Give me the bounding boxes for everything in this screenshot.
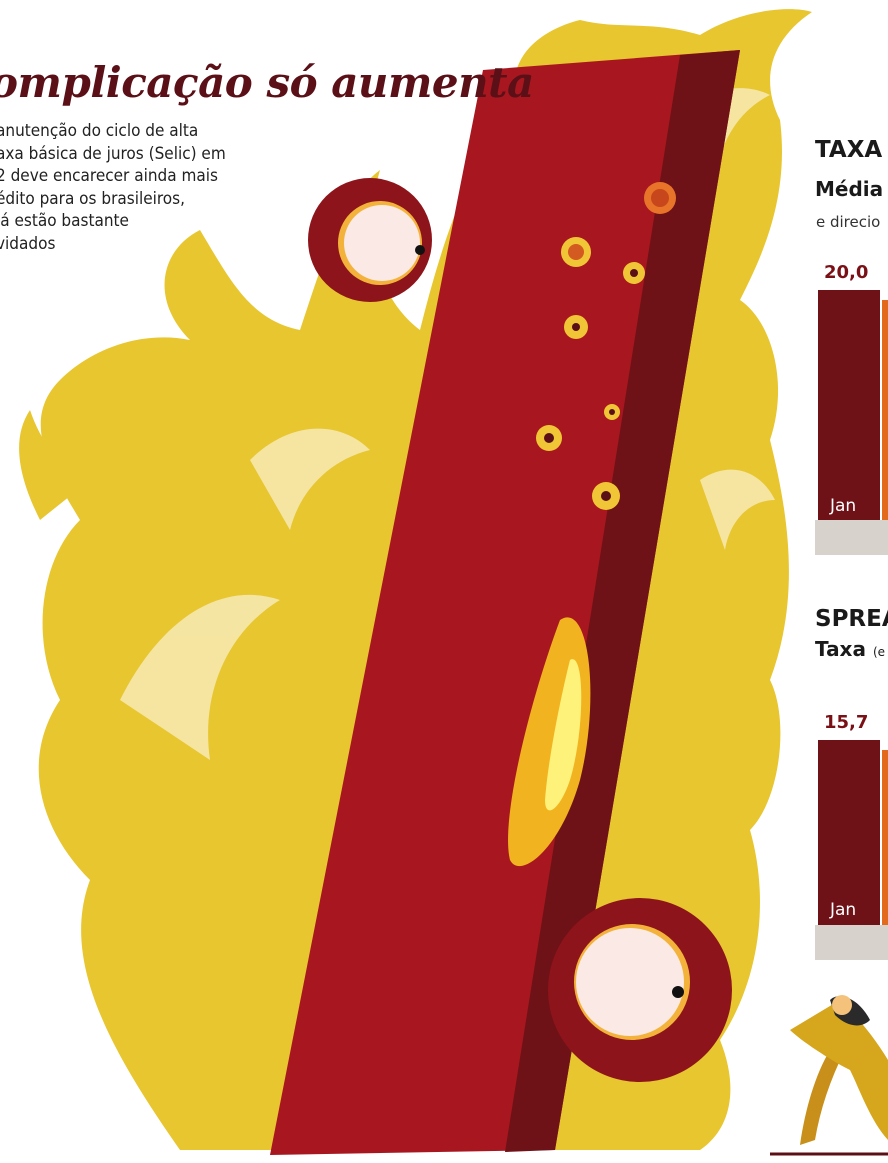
lead-line: axa básica de juros (Selic) em [0, 143, 226, 164]
percent-sign-illustration [270, 50, 740, 1155]
chart-subtitle-taxa: Média [815, 177, 884, 201]
chart-title-taxa: TAXA [815, 137, 883, 163]
axis-band [815, 520, 888, 555]
chart-note-taxa: e direcio [816, 213, 881, 231]
tick-label: Jan [830, 496, 857, 516]
axis-band [815, 925, 888, 960]
tick-label: Jan [830, 900, 857, 920]
chart-spread [815, 740, 888, 960]
bubbles [536, 182, 676, 510]
chart-taxa [815, 290, 888, 555]
frightened-man-illustration [790, 995, 888, 1145]
chart-subtitle-spread: Taxa (e [815, 637, 885, 661]
lead-line: édito para os brasileiros, [0, 188, 185, 209]
bar-partial [882, 300, 888, 520]
lead-line: já estão bastante [0, 211, 129, 231]
lead-line: 2 deve encarecer ainda mais [0, 166, 218, 186]
lead-line: anutenção do ciclo de alta [0, 121, 199, 141]
bar-partial [882, 750, 888, 925]
chart-subtitle-spread-main: Taxa [815, 637, 866, 661]
lead-line: vidados [0, 233, 56, 254]
chart-subtitle-spread-small: (e [872, 645, 886, 659]
data-label: 15,7 [824, 712, 869, 733]
data-label: 20,0 [824, 262, 869, 283]
lead-text: anutenção do ciclo de alta axa básica de… [0, 120, 286, 255]
page-title: omplicação só aumenta [0, 58, 534, 107]
bar [818, 740, 880, 925]
bar [818, 290, 880, 520]
chart-title-spread: SPREA [815, 606, 888, 632]
